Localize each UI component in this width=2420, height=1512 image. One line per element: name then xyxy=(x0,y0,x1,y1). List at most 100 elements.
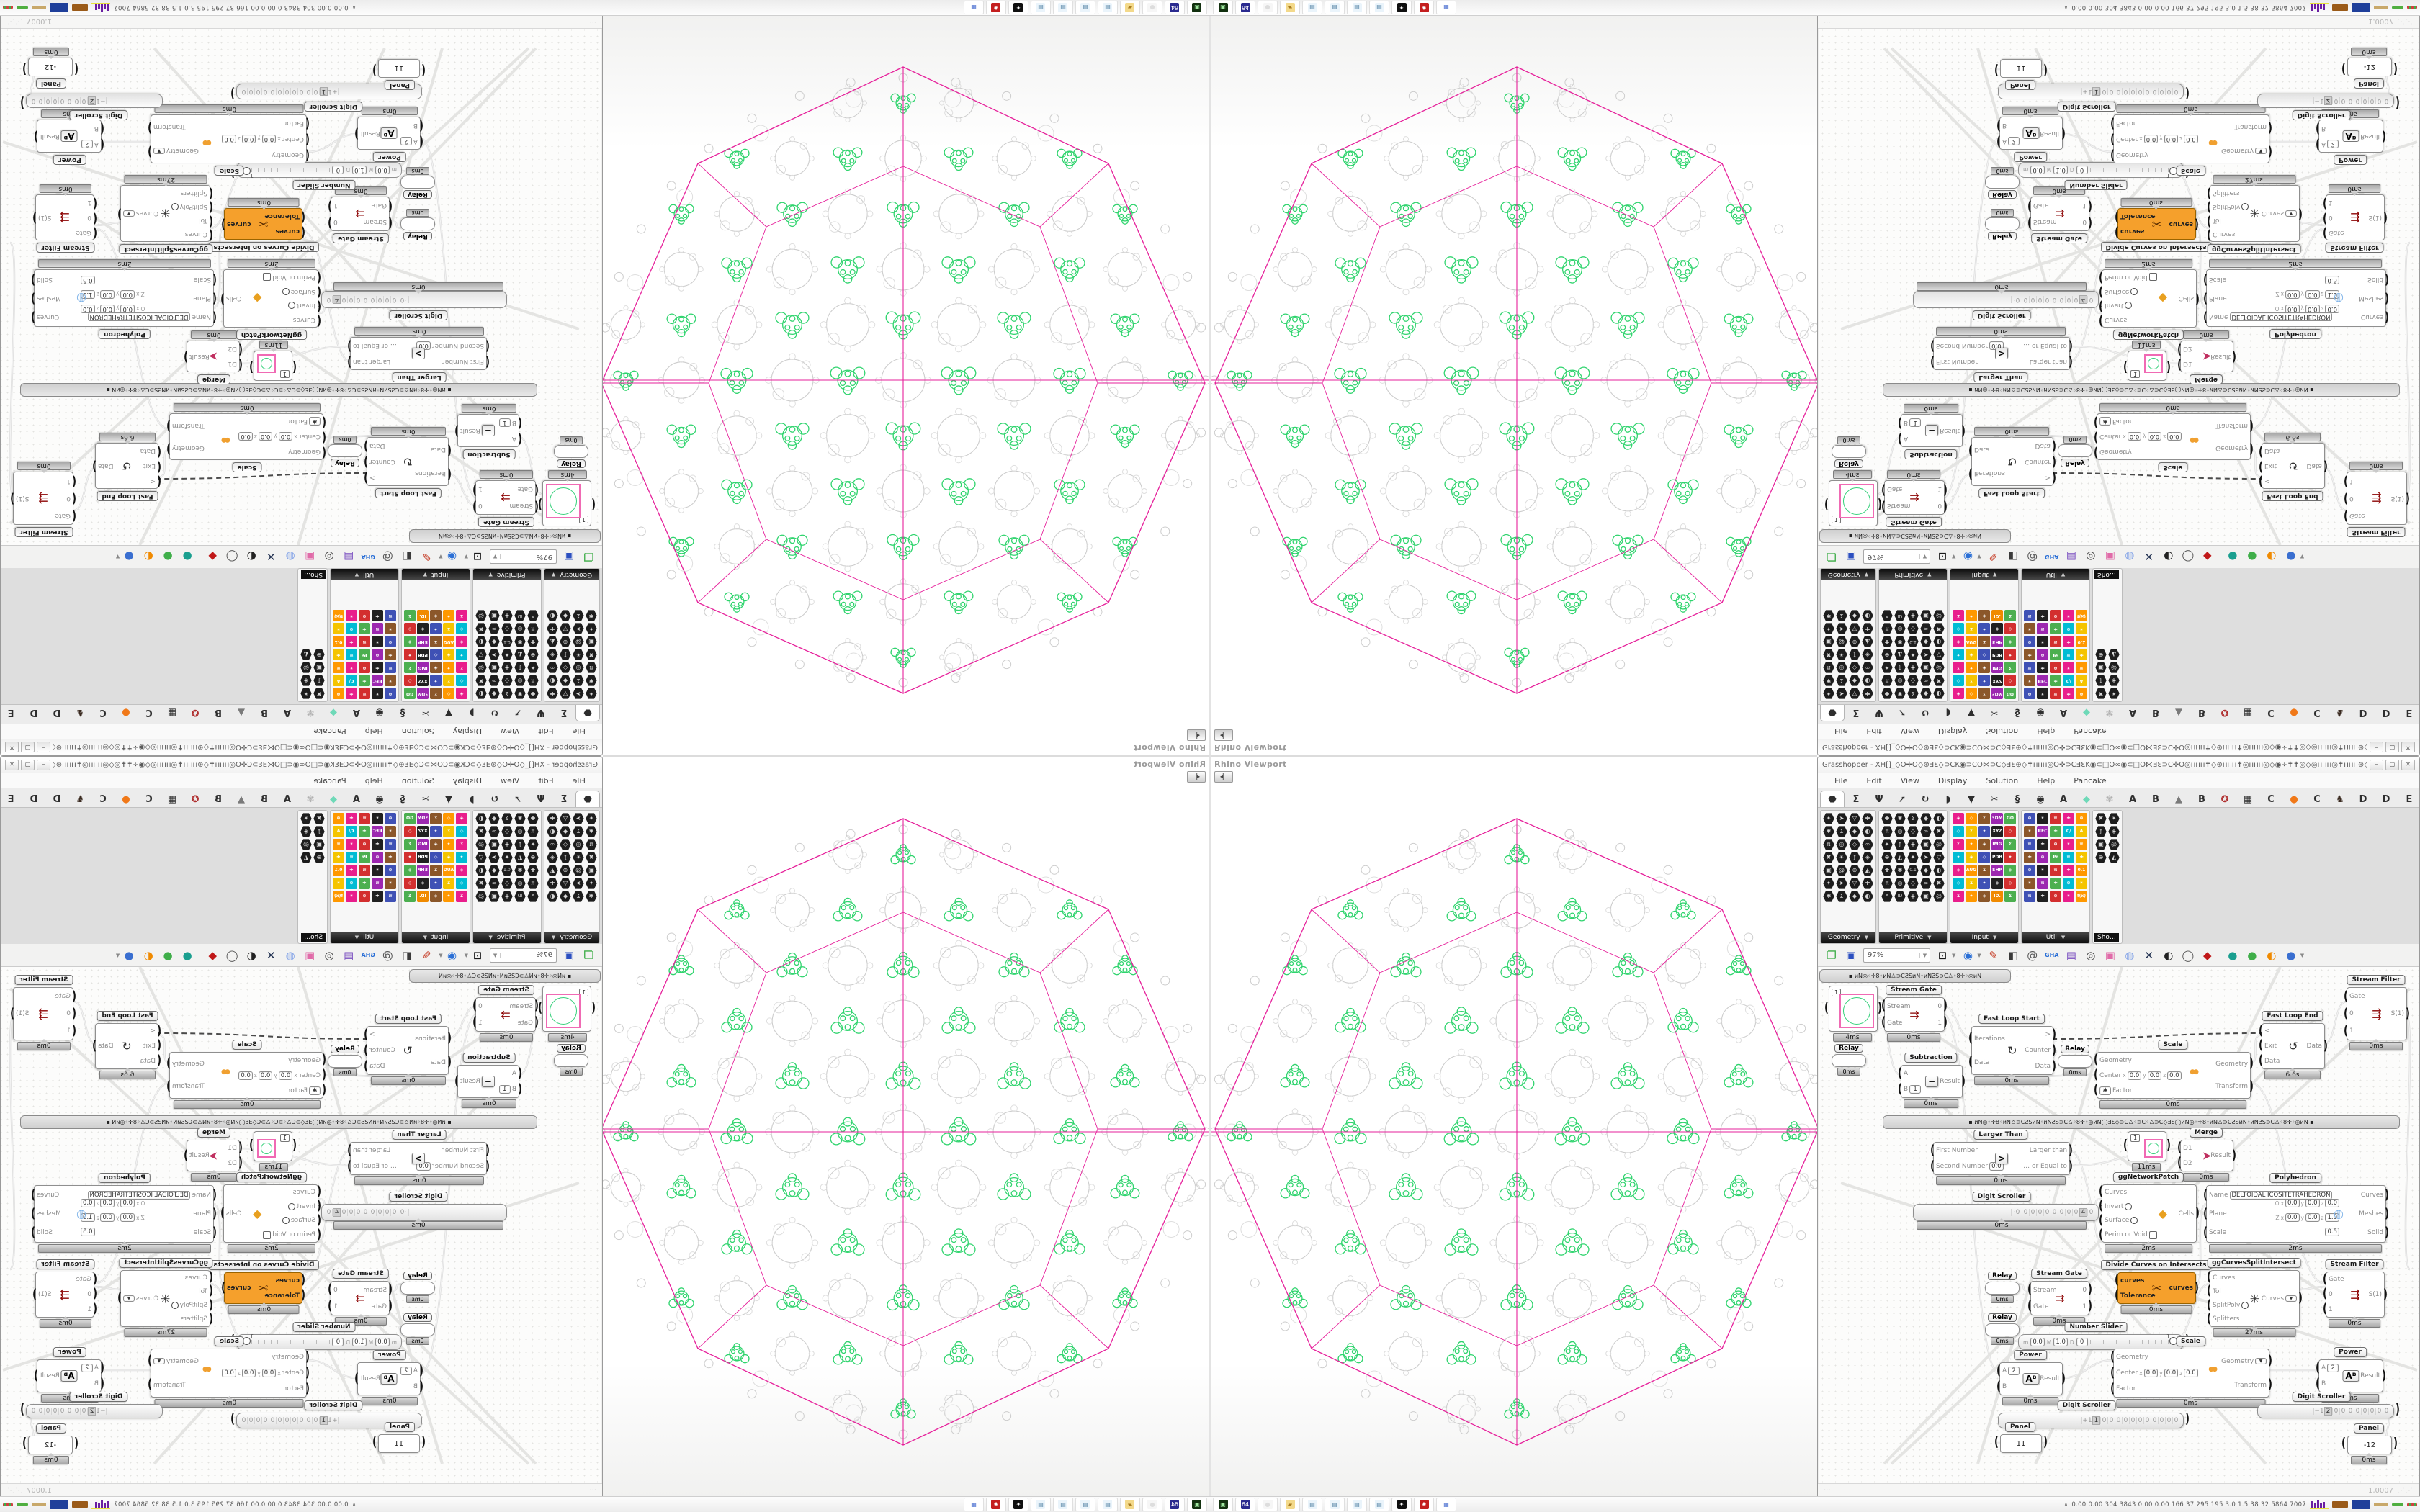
digit-cell[interactable]: 0 xyxy=(2347,1408,2354,1415)
component-icon[interactable]: ◆ xyxy=(560,610,571,621)
port-out[interactable]: … or Equal to) xyxy=(2023,338,2073,353)
component-tab-1[interactable]: Σ xyxy=(560,793,568,805)
component-icon[interactable]: ▣ xyxy=(488,662,500,673)
component-icon[interactable]: ◇ xyxy=(430,852,442,863)
expand-button[interactable]: ▼ xyxy=(2285,210,2298,217)
relay-node[interactable]: Relay 0ms xyxy=(399,167,436,199)
relay-node[interactable]: Relay 0ms xyxy=(399,1272,436,1303)
doc-edit-icon[interactable]: ▤ xyxy=(344,948,354,962)
component-icon[interactable]: AUG 20 xyxy=(1966,636,1977,647)
port-out[interactable]: Meshes) xyxy=(2359,1207,2389,1221)
component-icon[interactable]: ▽ xyxy=(560,688,571,699)
component-icon[interactable]: ID xyxy=(1894,891,1906,902)
toggle-circle-icon[interactable] xyxy=(287,302,295,310)
component-icon[interactable]: ⊕ xyxy=(346,623,357,634)
component-tab-9[interactable]: ◉ xyxy=(2036,793,2045,805)
component-tab-16[interactable]: B xyxy=(2198,707,2205,719)
port-out[interactable]: Data) xyxy=(92,1039,113,1053)
port-in[interactable]: (Tol xyxy=(199,213,213,228)
component-icon[interactable]: ▽ xyxy=(475,852,487,863)
value-chip[interactable]: 0.0 xyxy=(261,135,277,143)
value-chip[interactable]: 0.5 xyxy=(81,1228,95,1236)
component-icon[interactable]: ◈ xyxy=(2004,865,2016,876)
component-icon[interactable]: ◇ xyxy=(560,839,571,850)
notepad-icon[interactable]: ▤ xyxy=(1347,1498,1367,1511)
component-icon[interactable]: ✚ xyxy=(333,649,344,660)
port-in[interactable]: (Stream xyxy=(509,999,539,1013)
component-icon[interactable]: ◭ xyxy=(547,865,558,876)
component-icon[interactable]: π xyxy=(2024,662,2035,673)
port-out[interactable]: S(1)) xyxy=(2391,491,2410,505)
port-in[interactable]: (0 xyxy=(66,1007,76,1021)
port-out[interactable]: Curves) xyxy=(31,1188,59,1202)
component-icon[interactable]: 0.1 xyxy=(1907,636,1919,647)
component-tab-14[interactable]: B xyxy=(261,707,268,719)
zoom-extents-icon[interactable]: ⊡ xyxy=(472,550,483,564)
digit-cell[interactable]: 0 xyxy=(384,296,391,303)
relay-body[interactable] xyxy=(400,176,435,189)
cluster-icon[interactable]: ◐ xyxy=(246,550,256,564)
component-icon[interactable]: ⊕ xyxy=(385,636,396,647)
value-chip[interactable]: 0.0 xyxy=(258,1071,273,1080)
component-icon[interactable]: f(x) xyxy=(2076,610,2087,621)
fast-loop-end-node[interactable]: (<(Exit(Data Data) ↺ xyxy=(92,1023,161,1069)
component-tab-24[interactable]: D xyxy=(30,707,38,719)
folder-icon[interactable]: ▰ xyxy=(1280,1,1300,14)
digit-cell[interactable]: 0 xyxy=(81,97,88,104)
resize-grip[interactable]: ⋰⋰ xyxy=(6,17,22,26)
component-icon[interactable]: π xyxy=(346,649,357,660)
component-icon[interactable]: ⊕ xyxy=(2095,649,2107,660)
component-icon[interactable]: ➤ xyxy=(573,813,584,824)
zoom-level-combo[interactable]: 97% ▼ xyxy=(490,549,557,564)
component-icon[interactable]: π xyxy=(385,891,396,902)
value-chip[interactable]: 0.0 xyxy=(100,290,115,299)
resize-grip[interactable]: ⋰⋰ xyxy=(6,1486,22,1495)
component-icon[interactable]: @ xyxy=(300,839,312,850)
component-icon[interactable]: @ xyxy=(1836,865,1847,876)
preview-off-icon[interactable]: ● xyxy=(2228,948,2238,962)
component-icon[interactable]: ➤ xyxy=(1920,852,1932,863)
value-chip[interactable]: 0.0 xyxy=(241,135,256,143)
component-icon[interactable]: π xyxy=(2050,636,2061,647)
component-icon[interactable]: ∞ xyxy=(488,878,500,889)
save-file-icon[interactable]: ▣ xyxy=(563,550,575,564)
port-out[interactable]: Result) xyxy=(1940,423,1966,438)
value-chip[interactable]: 0.0 xyxy=(120,305,135,313)
component-icon[interactable]: ⊕ xyxy=(2037,852,2048,863)
component-icon[interactable]: ◇ xyxy=(2004,826,2016,837)
maximize-button[interactable]: ▢ xyxy=(21,759,35,770)
digit-cell[interactable]: 0 xyxy=(2172,88,2179,95)
component-icon[interactable]: ◇ xyxy=(404,675,416,686)
component-icon[interactable]: ◇ xyxy=(404,623,416,634)
component-icon[interactable]: Σ xyxy=(1966,878,1977,889)
component-icon[interactable]: ✦ xyxy=(586,878,597,889)
component-icon[interactable]: ✦ xyxy=(1978,826,1990,837)
component-icon[interactable]: ⊕ xyxy=(2050,610,2061,621)
port-in[interactable]: (Invert xyxy=(2099,1200,2133,1214)
component-icon[interactable]: ⊕ xyxy=(560,865,571,876)
slider-chip[interactable]: 0 xyxy=(332,166,344,174)
component-icon[interactable]: ƒ xyxy=(1849,649,1860,660)
component-icon[interactable]: ✚ xyxy=(2037,662,2048,673)
relay-body[interactable] xyxy=(400,1323,435,1336)
component-icon[interactable]: ◈ xyxy=(300,826,312,837)
component-icon[interactable]: ◭ xyxy=(514,649,526,660)
component-icon[interactable]: ✱ xyxy=(586,826,597,837)
port-out[interactable]: Counter) xyxy=(2025,454,2056,469)
component-icon[interactable]: π xyxy=(2024,610,2035,621)
component-icon[interactable]: ✴ xyxy=(1881,662,1893,673)
digit-cell[interactable]: 0 xyxy=(326,1209,333,1216)
wires-icon[interactable]: ✕ xyxy=(266,948,276,962)
cluster-icon[interactable]: ◐ xyxy=(2164,550,2174,564)
menu-item-view[interactable]: View xyxy=(501,775,520,786)
port-out[interactable]: Data) xyxy=(2035,438,2056,453)
component-icon[interactable]: Σ xyxy=(1836,675,1847,686)
port-in[interactable]: (Factor xyxy=(2110,116,2136,130)
calculator-icon[interactable]: ▦ xyxy=(964,1,984,14)
digit-cell[interactable]: 1 xyxy=(2092,1416,2100,1425)
value-chip[interactable]: 2 xyxy=(2008,1367,2020,1375)
component-icon[interactable]: ◈ xyxy=(1978,662,1990,673)
component-icon[interactable]: ◈ xyxy=(443,852,454,863)
component-icon[interactable]: ▣ xyxy=(2095,839,2107,850)
